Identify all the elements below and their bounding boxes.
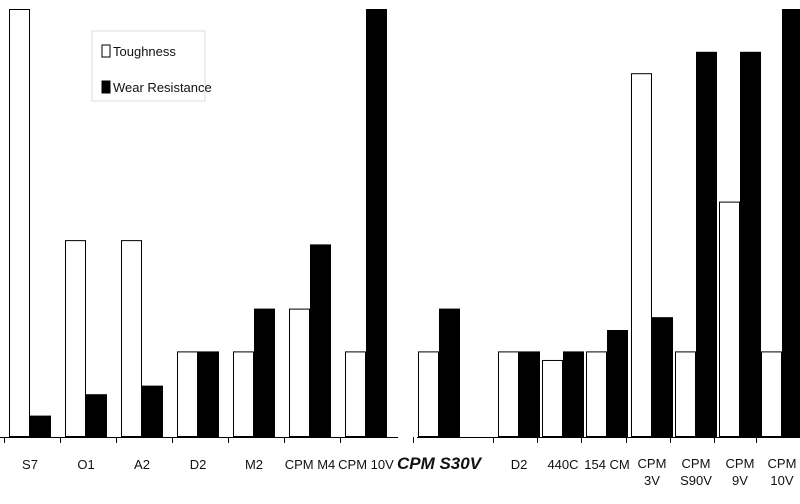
bar-wear-resistance-cpm-s30v	[439, 308, 460, 438]
tick-label-m2: M2	[245, 457, 263, 472]
bar-toughness-440c	[542, 359, 563, 437]
legend-swatch-wear-resistance	[101, 80, 111, 94]
bar-toughness-a2	[121, 240, 142, 437]
bar-toughness-m2	[233, 351, 254, 437]
tick-label-d2: D2	[190, 457, 207, 472]
tick-label-d2: D2	[511, 457, 528, 472]
bar-wear-resistance-cpm-10v	[366, 9, 387, 437]
bar-wear-resistance-cpm-s90v	[696, 51, 717, 438]
tick-label-440c: 440C	[547, 457, 578, 472]
bar-toughness-d2	[498, 351, 519, 437]
legend-label-wear-resistance: Wear Resistance	[113, 80, 212, 95]
tick-label-cpm-3v: CPM 3V	[638, 456, 667, 488]
bar-wear-resistance-cpm-9v	[740, 51, 761, 438]
bar-wear-resistance-s7	[30, 415, 51, 438]
tick-label-cpm-9v: CPM 9V	[726, 456, 755, 488]
bar-wear-resistance-o1	[86, 394, 107, 438]
bar-toughness-cpm-10v	[345, 351, 366, 437]
bar-toughness-cpm-3v	[631, 73, 652, 437]
tick-label-cpm-10v: CPM 10V	[338, 457, 394, 472]
tick-label-o1: O1	[77, 457, 94, 472]
legend: Toughness Wear Resistance	[91, 30, 212, 102]
bar-toughness-154-cm	[586, 351, 607, 437]
legend-label-toughness: Toughness	[113, 44, 176, 59]
bar-wear-resistance-cpm-m4	[310, 244, 331, 437]
legend-box	[91, 30, 206, 102]
bar-wear-resistance-d2	[198, 351, 219, 437]
tick-label-a2: A2	[134, 457, 150, 472]
bar-toughness-cpm-10v	[761, 351, 782, 437]
axes-layer	[0, 437, 800, 443]
bar-wear-resistance-440c	[563, 351, 584, 437]
tick-labels: S7 O1 A2 D2 M2 CPM M4 CPM 10V CPM S30V D2 440C 154…	[22, 454, 796, 488]
tick-label-cpm-m4: CPM M4	[285, 457, 336, 472]
bar-wear-resistance-a2	[142, 385, 163, 438]
bar-wear-resistance-m2	[254, 308, 275, 438]
bars-layer	[9, 9, 800, 438]
bar-wear-resistance-cpm-10v	[782, 9, 800, 437]
tick-label-cpm-s30v: CPM S30V	[397, 454, 483, 473]
bar-toughness-cpm-9v	[719, 201, 740, 437]
bar-wear-resistance-154-cm	[607, 330, 628, 437]
tick-label-cpm-10v: CPM 10V	[768, 456, 797, 488]
bar-toughness-cpm-m4	[289, 308, 310, 438]
bar-toughness-d2	[177, 351, 198, 437]
bar-toughness-cpm-s90v	[675, 351, 696, 437]
tick-label-154-cm: 154 CM	[584, 457, 630, 472]
bar-toughness-o1	[65, 240, 86, 437]
legend-swatch-toughness	[101, 44, 111, 58]
tick-label-s7: S7	[22, 457, 38, 472]
bar-toughness-s7	[9, 9, 30, 437]
bar-toughness-cpm-s30v	[418, 351, 439, 437]
bar-wear-resistance-d2	[519, 351, 540, 437]
tick-label-cpm-s90v: CPM S90V	[680, 456, 712, 488]
bar-wear-resistance-cpm-3v	[652, 317, 673, 437]
